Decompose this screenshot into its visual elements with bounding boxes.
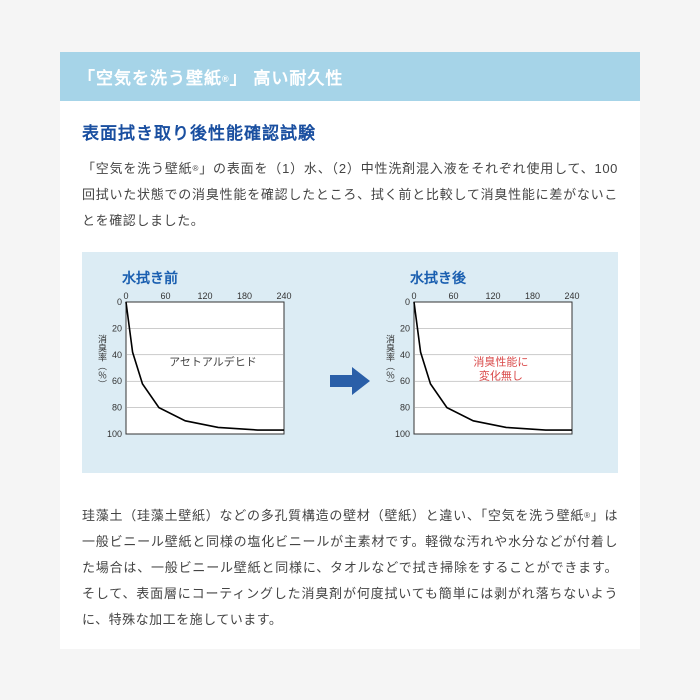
svg-text:変化無し: 変化無し (479, 368, 523, 382)
svg-text:40: 40 (112, 349, 122, 359)
svg-text:180: 180 (525, 291, 540, 301)
svg-text:時間（分）: 時間（分） (527, 290, 572, 291)
chart-before: 水拭き前 0 20 40 60 80 100 0 60 120 180 240時間（分） 消臭率（％）… (92, 268, 320, 455)
svg-text:0: 0 (411, 291, 416, 301)
chart-before-svg: 0 20 40 60 80 100 0 60 120 180 240時間（分） 消臭率（％） アセトアル… (92, 290, 292, 450)
svg-text:240: 240 (564, 291, 579, 301)
header-prefix: 「空気を洗う壁紙 (78, 69, 222, 88)
svg-text:消臭率（％）: 消臭率（％） (97, 333, 107, 388)
svg-text:100: 100 (395, 429, 410, 439)
svg-text:60: 60 (448, 291, 458, 301)
svg-text:消臭性能に: 消臭性能に (473, 354, 528, 368)
footer-text-a: 珪藻土（珪藻土壁紙）などの多孔質構造の壁材（壁紙）と違い、「空気を洗う壁紙 (82, 508, 584, 523)
svg-text:80: 80 (400, 402, 410, 412)
svg-text:100: 100 (107, 429, 122, 439)
svg-text:0: 0 (117, 297, 122, 307)
svg-text:60: 60 (160, 291, 170, 301)
svg-text:240: 240 (276, 291, 291, 301)
registered-mark: ® (222, 74, 230, 84)
chart-after-svg: 0 20 40 60 80 100 0 60 120 180 240時間（分） 消臭率（％） 消臭性能に… (380, 290, 580, 450)
svg-text:20: 20 (112, 323, 122, 333)
document-page: 「空気を洗う壁紙®」 高い耐久性 表面拭き取り後性能確認試験 「空気を洗う壁紙®… (60, 52, 640, 649)
svg-text:20: 20 (400, 323, 410, 333)
chart-panel: 水拭き前 020406080100060120180240時間（分）消臭率（％）… (82, 252, 618, 473)
svg-text:120: 120 (197, 291, 212, 301)
chart-before-title: 水拭き前 (122, 268, 320, 288)
svg-text:180: 180 (237, 291, 252, 301)
svg-text:アセトアルデヒド: アセトアルデヒド (169, 354, 257, 368)
svg-text:0: 0 (123, 291, 128, 301)
svg-text:0: 0 (405, 297, 410, 307)
svg-text:60: 60 (400, 376, 410, 386)
svg-text:40: 40 (400, 349, 410, 359)
svg-text:120: 120 (485, 291, 500, 301)
header-band: 「空気を洗う壁紙®」 高い耐久性 (60, 52, 640, 101)
subtitle: 表面拭き取り後性能確認試験 (82, 119, 618, 144)
svg-text:消臭率（％）: 消臭率（％） (385, 333, 395, 388)
footer-text-b: 」は一般ビニール壁紙と同様の塩化ビニールが主素材です。軽微な汚れや水分などが付着… (82, 508, 618, 627)
content-area: 表面拭き取り後性能確認試験 「空気を洗う壁紙®」の表面を（1）水、（2）中性洗剤… (60, 101, 640, 503)
svg-text:60: 60 (112, 376, 122, 386)
svg-text:時間（分）: 時間（分） (239, 290, 284, 291)
arrow-icon (328, 365, 372, 397)
footer-paragraph: 珪藻土（珪藻土壁紙）などの多孔質構造の壁材（壁紙）と違い、「空気を洗う壁紙®」は… (60, 503, 640, 649)
svg-text:80: 80 (112, 402, 122, 412)
chart-after: 水拭き後 0 20 40 60 80 100 0 60 120 180 240時間（分） 消臭率（％）… (380, 268, 608, 455)
chart-after-title: 水拭き後 (410, 268, 608, 288)
intro-paragraph: 「空気を洗う壁紙®」の表面を（1）水、（2）中性洗剤混入液をそれぞれ使用して、1… (82, 156, 618, 234)
intro-text-a: 「空気を洗う壁紙 (82, 161, 193, 176)
header-suffix: 」 高い耐久性 (230, 69, 344, 88)
